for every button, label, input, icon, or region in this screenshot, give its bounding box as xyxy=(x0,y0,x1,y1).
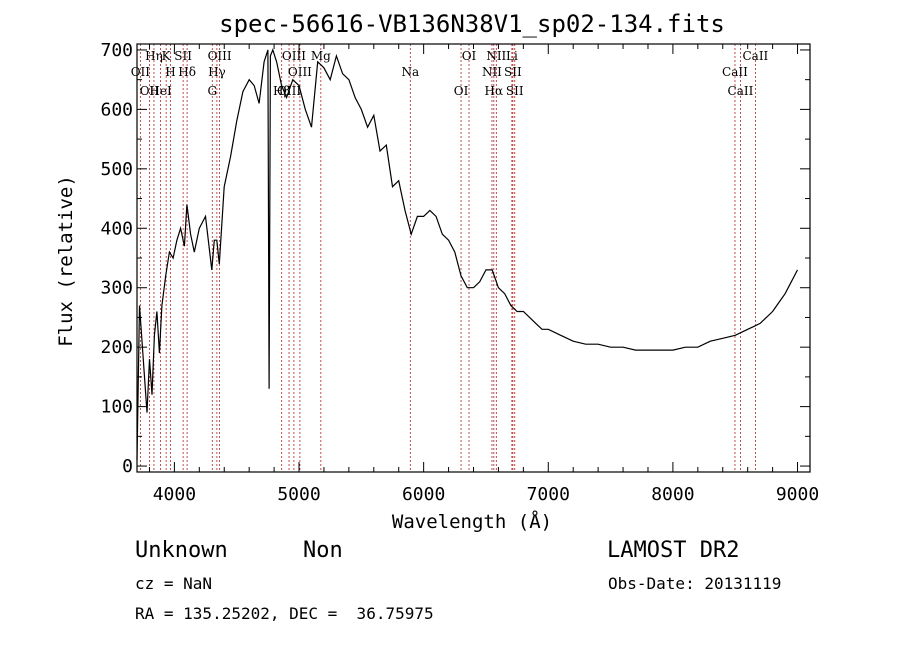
line-label: Li xyxy=(506,49,518,63)
redshift-cz: cz = NaN xyxy=(135,574,213,593)
y-tick-label: 400 xyxy=(100,218,133,239)
y-tick-label: 500 xyxy=(100,159,133,180)
x-tick-label: 9000 xyxy=(776,484,819,505)
chart-title: spec-56616-VB136N38V1_sp02-134.fits xyxy=(219,10,725,38)
line-label: Hδ xyxy=(178,65,196,79)
line-label: Hγ xyxy=(208,65,226,79)
line-label: CaII xyxy=(722,65,748,79)
line-label: K xyxy=(162,49,172,63)
object-subclass: Non xyxy=(303,538,343,563)
line-label: Hα xyxy=(485,84,504,98)
emission-line-markers xyxy=(139,44,756,472)
y-axis-ticks: 0 100 200 300 400 500 600 700 xyxy=(100,40,810,477)
line-label: G xyxy=(207,84,217,98)
y-tick-label: 100 xyxy=(100,397,133,418)
y-axis-label: Flux (relative) xyxy=(55,175,77,347)
spectrum-line xyxy=(136,48,799,461)
y-tick-label: 700 xyxy=(100,40,133,61)
line-label: SII xyxy=(504,65,522,79)
x-tick-label: 6000 xyxy=(402,484,445,505)
coordinates: RA = 135.25202, DEC = 36.75975 xyxy=(135,604,434,623)
line-label: H xyxy=(165,65,175,79)
x-axis-ticks: 4000 5000 6000 7000 8000 9000 xyxy=(148,44,819,505)
line-label: Hβ xyxy=(273,84,290,98)
line-label: CaII xyxy=(742,49,768,63)
line-label: CaII xyxy=(728,84,754,98)
line-label: Mg xyxy=(311,49,331,63)
y-tick-label: 600 xyxy=(100,99,133,120)
y-tick-label: 0 xyxy=(122,456,133,477)
emission-line-labels: HηOIIOIIKHHeISIIHδGOIIIHγHβOIIIOIIIOIIIM… xyxy=(131,49,769,98)
line-label: Na xyxy=(401,65,419,79)
line-label: SII xyxy=(174,49,192,63)
line-label: HeI xyxy=(149,84,172,98)
x-tick-label: 4000 xyxy=(153,484,196,505)
x-axis-label: Wavelength (Å) xyxy=(392,510,552,533)
y-tick-label: 300 xyxy=(100,278,133,299)
line-label: Hη xyxy=(145,49,163,63)
line-label: NII xyxy=(486,49,506,63)
line-label: SII xyxy=(506,84,524,98)
survey-name: LAMOST DR2 xyxy=(607,538,740,563)
line-label: OII xyxy=(131,65,151,79)
x-tick-label: 5000 xyxy=(277,484,320,505)
line-label: OI xyxy=(462,49,477,63)
line-label: OIII xyxy=(282,49,306,63)
observation-date: Obs-Date: 20131119 xyxy=(608,574,782,593)
y-tick-label: 200 xyxy=(100,337,133,358)
line-label: OIII xyxy=(288,65,312,79)
plot-frame xyxy=(136,43,811,473)
line-label: NII xyxy=(482,65,502,79)
line-label: OI xyxy=(454,84,469,98)
x-tick-label: 8000 xyxy=(651,484,694,505)
line-label: OII xyxy=(140,84,160,98)
x-tick-label: 7000 xyxy=(527,484,570,505)
line-label: OIII xyxy=(208,49,232,63)
object-class: Unknown xyxy=(135,538,228,563)
